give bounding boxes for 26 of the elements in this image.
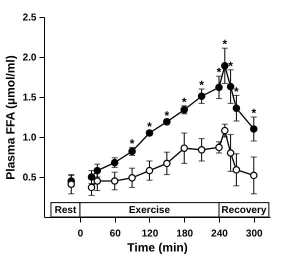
y-tick-label: 0.5 <box>22 172 37 184</box>
annotation: * <box>164 108 170 122</box>
x-tick-label: 120 <box>142 228 159 240</box>
y-tick-label: 2.0 <box>22 52 37 64</box>
annotation: * <box>199 78 204 92</box>
x-tick-label: 240 <box>211 228 228 240</box>
annotation: * <box>251 106 256 120</box>
y-tick-label: 1.0 <box>22 132 37 144</box>
annotation: * <box>182 94 187 109</box>
x-tick-label: 300 <box>246 228 264 240</box>
annotation: * <box>216 65 222 80</box>
annotation: * <box>147 120 152 134</box>
annotation: * <box>228 58 234 73</box>
band-label: Rest <box>54 204 77 216</box>
x-axis-title: Time (min) <box>127 240 188 254</box>
x-tick-label: 180 <box>176 228 194 240</box>
band-label: Exercise <box>128 204 170 216</box>
x-tick-label: 0 <box>78 228 84 240</box>
y-tick-label: 2.5 <box>22 12 37 24</box>
annotation: * <box>130 136 135 150</box>
y-axis-title: Plasma FFA (µmol/ml) <box>4 55 18 180</box>
band-label: Recovery <box>221 204 267 216</box>
x-tick-label: 60 <box>110 228 122 240</box>
annotation: * <box>222 37 228 52</box>
y-tick-label: 1.5 <box>22 92 37 104</box>
annotation: * <box>234 84 240 98</box>
